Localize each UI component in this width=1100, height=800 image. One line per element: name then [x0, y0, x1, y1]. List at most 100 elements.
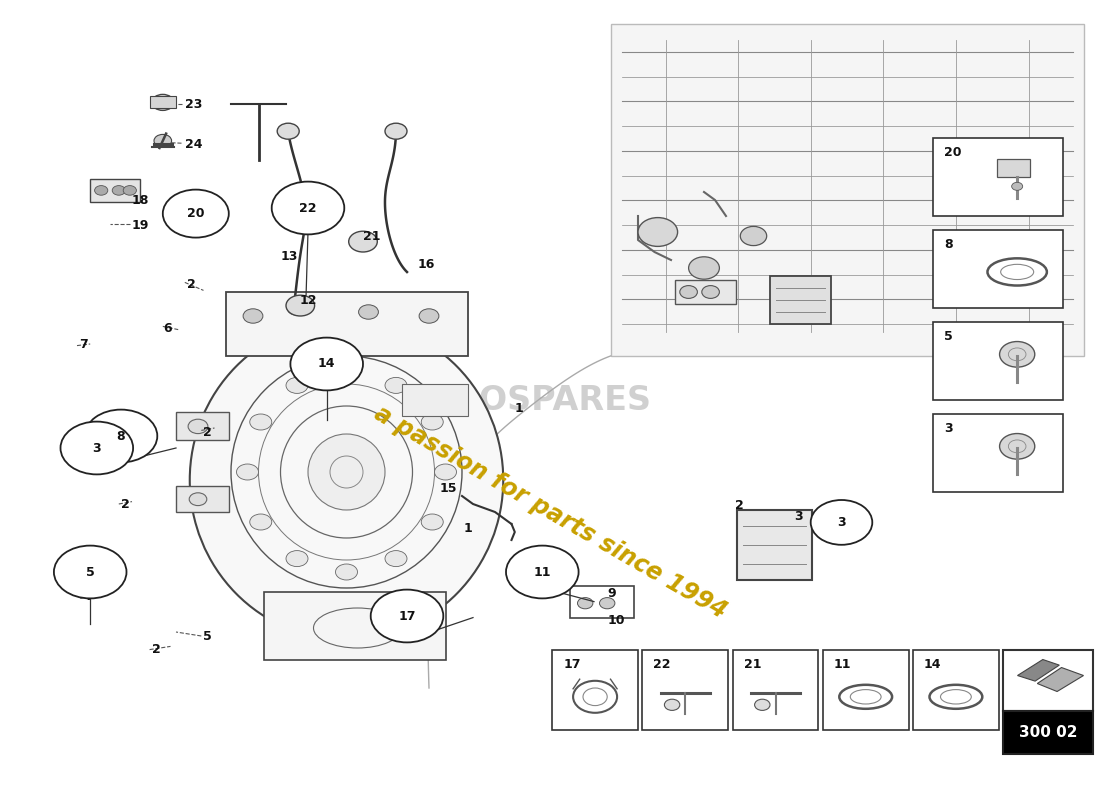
Ellipse shape: [189, 493, 207, 506]
Text: 300 02: 300 02: [1019, 725, 1078, 740]
Circle shape: [290, 338, 363, 390]
Text: 9: 9: [607, 587, 616, 600]
Circle shape: [811, 500, 872, 545]
Text: 21: 21: [744, 658, 761, 671]
Text: 2: 2: [187, 278, 196, 290]
Text: 19: 19: [132, 219, 150, 232]
Bar: [933, 138, 1063, 216]
Circle shape: [250, 414, 272, 430]
Bar: [90, 179, 140, 202]
Text: a passion for parts since 1994: a passion for parts since 1994: [370, 401, 730, 623]
Circle shape: [385, 550, 407, 566]
Circle shape: [600, 598, 615, 609]
Circle shape: [286, 378, 308, 394]
Circle shape: [272, 182, 344, 234]
Circle shape: [349, 231, 377, 252]
Text: 7: 7: [79, 338, 88, 350]
Circle shape: [421, 514, 443, 530]
Text: 22: 22: [299, 202, 317, 214]
Bar: [402, 384, 468, 416]
Text: 17: 17: [398, 610, 416, 622]
Circle shape: [286, 550, 308, 566]
Text: 14: 14: [318, 358, 336, 370]
Text: 22: 22: [653, 658, 671, 671]
Text: 3: 3: [944, 422, 953, 434]
Text: 2: 2: [121, 498, 130, 510]
Circle shape: [163, 190, 229, 238]
Text: 20: 20: [944, 146, 961, 158]
Circle shape: [236, 464, 258, 480]
Text: 11: 11: [834, 658, 851, 671]
Bar: [610, 24, 1084, 356]
Circle shape: [359, 305, 378, 319]
Bar: [642, 650, 728, 730]
Text: 2: 2: [204, 426, 212, 438]
Bar: [770, 276, 830, 324]
Text: 8: 8: [117, 430, 125, 442]
Circle shape: [371, 590, 443, 642]
Text: 2: 2: [735, 499, 744, 512]
Text: 20: 20: [187, 207, 205, 220]
Circle shape: [578, 598, 593, 609]
Circle shape: [112, 186, 125, 195]
Circle shape: [336, 564, 358, 580]
Bar: [264, 592, 446, 660]
Circle shape: [85, 410, 157, 462]
Text: 2: 2: [152, 643, 161, 656]
Circle shape: [152, 94, 174, 110]
Circle shape: [385, 378, 407, 394]
Text: 6: 6: [163, 322, 172, 334]
Circle shape: [1012, 182, 1023, 190]
Bar: [1003, 650, 1093, 710]
Text: 21: 21: [363, 230, 381, 242]
Text: 13: 13: [280, 250, 298, 262]
Polygon shape: [1018, 659, 1059, 681]
Text: 3: 3: [837, 516, 846, 529]
Circle shape: [1000, 342, 1035, 367]
Circle shape: [250, 514, 272, 530]
Circle shape: [286, 295, 315, 316]
Bar: [1003, 710, 1093, 754]
Text: 5: 5: [204, 630, 212, 642]
Bar: [913, 650, 999, 730]
Text: 3: 3: [92, 442, 101, 454]
Circle shape: [419, 309, 439, 323]
Circle shape: [385, 123, 407, 139]
Circle shape: [95, 186, 108, 195]
Circle shape: [277, 123, 299, 139]
Text: 16: 16: [418, 258, 436, 270]
Text: 14: 14: [924, 658, 942, 671]
Circle shape: [287, 301, 307, 315]
Circle shape: [336, 364, 358, 380]
Circle shape: [506, 546, 579, 598]
Circle shape: [664, 699, 680, 710]
Circle shape: [638, 218, 678, 246]
Bar: [737, 510, 812, 580]
Ellipse shape: [188, 419, 208, 434]
Circle shape: [702, 286, 719, 298]
Circle shape: [243, 309, 263, 323]
Text: 8: 8: [944, 238, 953, 250]
Bar: [733, 650, 818, 730]
Circle shape: [740, 226, 767, 246]
Bar: [226, 292, 468, 356]
Text: 18: 18: [132, 194, 150, 206]
Bar: [823, 650, 909, 730]
Circle shape: [434, 464, 456, 480]
Text: 3: 3: [794, 510, 803, 523]
Text: 12: 12: [299, 294, 317, 307]
Ellipse shape: [189, 320, 504, 640]
Circle shape: [123, 186, 136, 195]
Circle shape: [154, 134, 172, 147]
Bar: [998, 159, 1031, 177]
Text: 4: 4: [82, 590, 91, 602]
Bar: [552, 650, 638, 730]
Text: 10: 10: [607, 614, 625, 626]
Ellipse shape: [308, 434, 385, 510]
Text: 5: 5: [86, 566, 95, 578]
Bar: [176, 412, 229, 440]
Circle shape: [689, 257, 719, 279]
Text: 1: 1: [515, 402, 524, 414]
Bar: [176, 486, 229, 512]
Text: 24: 24: [185, 138, 202, 150]
